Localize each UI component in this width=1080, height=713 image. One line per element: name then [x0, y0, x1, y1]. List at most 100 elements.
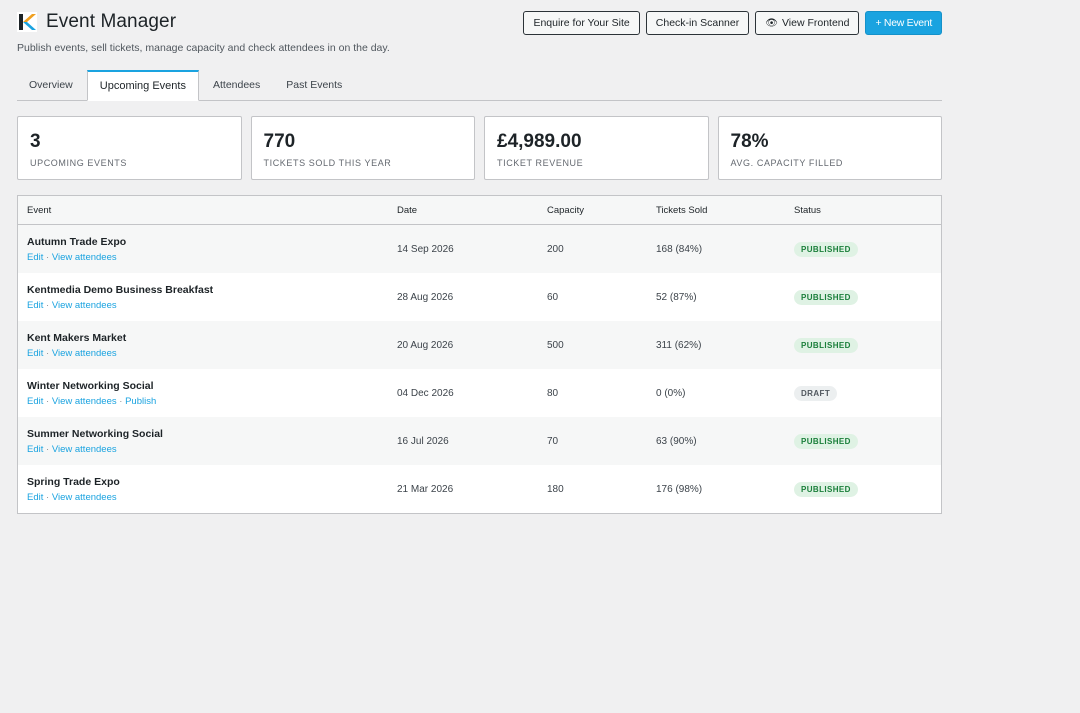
- enquire-button[interactable]: Enquire for Your Site: [523, 11, 640, 35]
- header-actions: Enquire for Your Site Check-in Scanner 👁…: [523, 11, 942, 35]
- stat-value: 78%: [730, 131, 769, 152]
- row-link-edit[interactable]: Edit: [27, 299, 44, 311]
- event-tickets-sold: 0 (0%): [656, 387, 686, 399]
- stat-label: Ticket Revenue: [497, 158, 584, 168]
- event-tickets-sold: 63 (90%): [656, 435, 697, 447]
- stat-label: Avg. Capacity Filled: [730, 158, 844, 168]
- event-date: 20 Aug 2026: [397, 339, 454, 351]
- new-event-button[interactable]: + New Event: [865, 11, 942, 35]
- link-separator: ·: [43, 251, 52, 263]
- status-cell: PUBLISHED: [794, 433, 941, 449]
- event-capacity: 500: [547, 339, 564, 351]
- header: Event Manager Enquire for Your Site Chec…: [17, 0, 942, 44]
- event-name[interactable]: Winter Networking Social: [27, 379, 154, 392]
- event-date: 16 Jul 2026: [397, 435, 449, 447]
- status-badge: PUBLISHED: [794, 289, 858, 305]
- eye-icon: 👁: [765, 17, 778, 29]
- stats-row: 3 Upcoming Events 770 Tickets Sold This …: [17, 116, 942, 180]
- event-cell: Winter Networking Social Edit · View att…: [18, 380, 397, 407]
- checkin-scanner-button[interactable]: Check-in Scanner: [645, 11, 750, 35]
- table-row: Winter Networking Social Edit · View att…: [18, 369, 941, 417]
- table-header: Event Date Capacity Tickets Sold Status: [18, 196, 941, 225]
- row-link-edit[interactable]: Edit: [27, 395, 44, 407]
- tab-past-events[interactable]: Past Events: [286, 79, 343, 91]
- stat-card-ticket-revenue: £4,989.00 Ticket Revenue: [484, 116, 709, 180]
- event-row-actions: Edit · View attendees: [27, 252, 397, 263]
- event-cell: Summer Networking Social Edit · View att…: [18, 428, 397, 455]
- events-table: Event Date Capacity Tickets Sold Status …: [17, 195, 942, 514]
- status-cell: DRAFT: [794, 385, 941, 401]
- column-header-event: Event: [27, 204, 52, 216]
- new-event-label: + New Event: [875, 17, 932, 29]
- row-link-view-attendees[interactable]: View attendees: [51, 347, 117, 359]
- event-tickets-sold: 176 (98%): [656, 483, 703, 495]
- status-badge: DRAFT: [794, 385, 838, 401]
- tab-attendees[interactable]: Attendees: [212, 79, 261, 91]
- table-row: Summer Networking Social Edit · View att…: [18, 417, 941, 465]
- event-cell: Spring Trade Expo Edit · View attendees: [18, 476, 397, 503]
- event-row-actions: Edit · View attendees: [27, 492, 397, 503]
- stat-card-tickets-sold: 770 Tickets Sold This Year: [250, 116, 475, 180]
- event-capacity: 180: [547, 483, 564, 495]
- event-cell: Kentmedia Demo Business Breakfast Edit ·…: [18, 284, 397, 311]
- row-link-view-attendees[interactable]: View attendees: [51, 395, 117, 407]
- link-separator: ·: [43, 347, 52, 359]
- column-header-capacity: Capacity: [547, 204, 584, 216]
- event-date: 04 Dec 2026: [397, 387, 454, 399]
- stat-label: Upcoming Events: [30, 158, 128, 168]
- row-link-view-attendees[interactable]: View attendees: [51, 299, 117, 311]
- link-separator: ·: [43, 443, 52, 455]
- event-row-actions: Edit · View attendees: [27, 300, 397, 311]
- row-link-edit[interactable]: Edit: [27, 491, 44, 503]
- status-cell: PUBLISHED: [794, 289, 941, 305]
- table-row: Autumn Trade Expo Edit · View attendees …: [18, 225, 941, 273]
- status-cell: PUBLISHED: [794, 481, 941, 497]
- event-capacity: 60: [547, 291, 559, 303]
- event-row-actions: Edit · View attendees · Publish: [27, 396, 397, 407]
- stat-value: £4,989.00: [497, 131, 582, 152]
- kentmedia-logo-icon: [17, 12, 37, 32]
- status-badge: PUBLISHED: [794, 481, 858, 497]
- event-name[interactable]: Kent Makers Market: [27, 331, 127, 344]
- row-link-view-attendees[interactable]: View attendees: [51, 443, 117, 455]
- event-cell: Autumn Trade Expo Edit · View attendees: [18, 236, 397, 263]
- event-name[interactable]: Autumn Trade Expo: [27, 235, 127, 248]
- status-badge: PUBLISHED: [794, 337, 858, 353]
- view-frontend-button[interactable]: 👁 View Frontend: [755, 11, 860, 35]
- stat-card-capacity-filled: 78% Avg. Capacity Filled: [717, 116, 942, 180]
- event-name[interactable]: Spring Trade Expo: [27, 475, 120, 488]
- status-badge: PUBLISHED: [794, 433, 858, 449]
- tab-overview[interactable]: Overview: [29, 79, 73, 91]
- column-header-status: Status: [794, 204, 821, 216]
- event-date: 28 Aug 2026: [397, 291, 454, 303]
- enquire-button-label: Enquire for Your Site: [533, 17, 630, 29]
- row-link-edit[interactable]: Edit: [27, 443, 44, 455]
- event-capacity: 70: [547, 435, 559, 447]
- event-name[interactable]: Kentmedia Demo Business Breakfast: [27, 283, 214, 296]
- link-separator: ·: [116, 395, 126, 407]
- column-header-date: Date: [397, 204, 418, 216]
- view-frontend-label: View Frontend: [781, 17, 850, 29]
- row-link-edit[interactable]: Edit: [27, 251, 44, 263]
- event-cell: Kent Makers Market Edit · View attendees: [18, 332, 397, 359]
- checkin-scanner-label: Check-in Scanner: [655, 17, 740, 29]
- event-name[interactable]: Summer Networking Social: [27, 427, 163, 440]
- row-link-publish[interactable]: Publish: [125, 395, 157, 407]
- event-tickets-sold: 168 (84%): [656, 243, 703, 255]
- row-link-view-attendees[interactable]: View attendees: [51, 251, 117, 263]
- link-separator: ·: [43, 491, 52, 503]
- table-row: Kentmedia Demo Business Breakfast Edit ·…: [18, 273, 941, 321]
- event-tickets-sold: 311 (62%): [656, 339, 702, 351]
- event-date: 14 Sep 2026: [397, 243, 454, 255]
- event-date: 21 Mar 2026: [397, 483, 454, 495]
- tab-upcoming-events[interactable]: Upcoming Events: [86, 70, 199, 101]
- link-separator: ·: [43, 299, 52, 311]
- stat-card-upcoming-events: 3 Upcoming Events: [17, 116, 242, 180]
- stat-value: 3: [30, 131, 41, 152]
- status-cell: PUBLISHED: [794, 337, 941, 353]
- event-row-actions: Edit · View attendees: [27, 348, 397, 359]
- row-link-view-attendees[interactable]: View attendees: [51, 491, 117, 503]
- stat-value: 770: [263, 131, 296, 152]
- tab-bar: Overview Upcoming Events Attendees Past …: [17, 70, 942, 101]
- row-link-edit[interactable]: Edit: [27, 347, 44, 359]
